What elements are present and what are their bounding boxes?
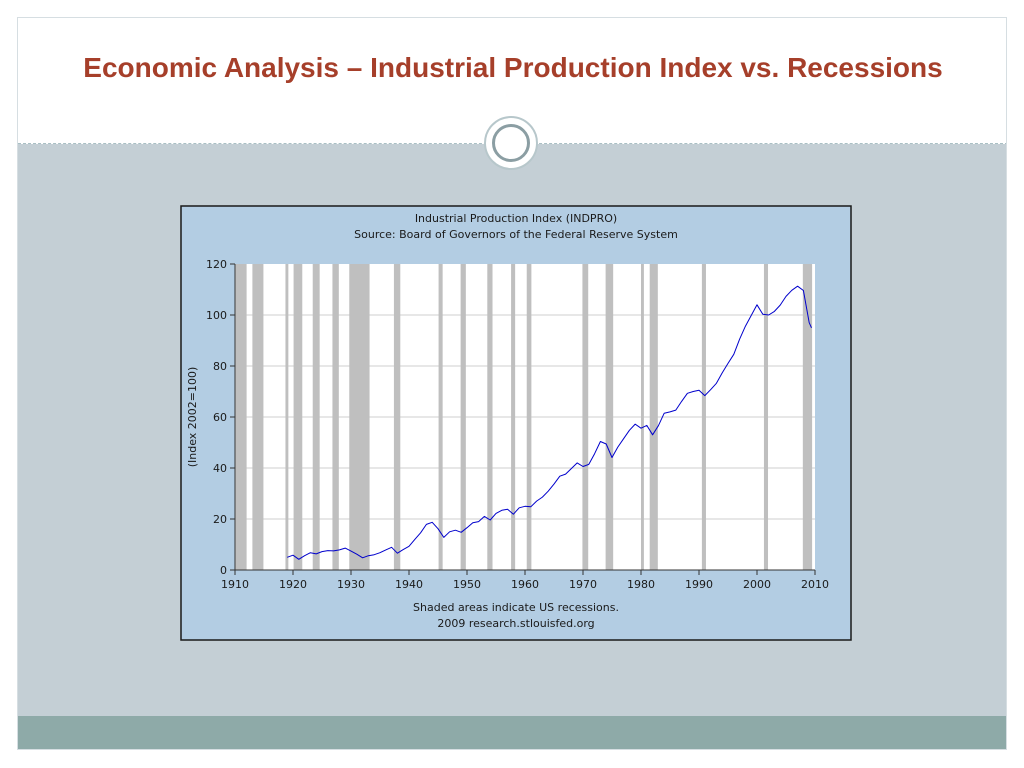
recession-band-0 [235, 264, 247, 570]
y-tick-label-0: 0 [220, 564, 227, 577]
y-tick-label-100: 100 [206, 309, 227, 322]
recession-band-11 [511, 264, 516, 570]
recession-band-3 [293, 264, 303, 570]
recession-band-19 [802, 264, 813, 570]
recession-band-18 [763, 264, 769, 570]
y-tick-label-80: 80 [213, 360, 227, 373]
x-tick-label-1930: 1930 [337, 578, 365, 591]
chart-title: Industrial Production Index (INDPRO) [415, 212, 617, 225]
y-axis-ticks: 0 20 40 60 80 100 120 [206, 258, 235, 577]
chart-note: Shaded areas indicate US recessions. [413, 601, 619, 614]
y-tick-label-60: 60 [213, 411, 227, 424]
x-tick-label-1980: 1980 [627, 578, 655, 591]
circle-ornament-inner [492, 124, 530, 162]
recession-band-7 [393, 264, 401, 570]
x-tick-label-1990: 1990 [685, 578, 713, 591]
y-tick-label-20: 20 [213, 513, 227, 526]
recession-band-6 [349, 264, 370, 570]
recession-band-8 [438, 264, 443, 570]
chart-credit: 2009 research.stlouisfed.org [437, 617, 594, 630]
footer-band [18, 716, 1006, 749]
circle-ornament-icon [484, 116, 538, 170]
chart-subtitle: Source: Board of Governors of the Federa… [354, 228, 678, 241]
recession-band-17 [701, 264, 706, 570]
recession-band-10 [487, 264, 493, 570]
recession-bands [235, 264, 813, 570]
x-tick-label-1960: 1960 [511, 578, 539, 591]
x-tick-label-2010: 2010 [801, 578, 829, 591]
x-tick-label-1970: 1970 [569, 578, 597, 591]
chart: Industrial Production Index (INDPRO) Sou… [180, 205, 852, 641]
recession-band-13 [582, 264, 589, 570]
recession-band-1 [252, 264, 264, 570]
recession-band-14 [605, 264, 614, 570]
y-axis-label: (Index 2002=100) [186, 367, 199, 468]
x-tick-label-1940: 1940 [395, 578, 423, 591]
y-tick-label-40: 40 [213, 462, 227, 475]
x-tick-label-1920: 1920 [279, 578, 307, 591]
x-axis-ticks: 1910 1920 1930 1940 1950 1960 1970 1980 1990 2000… [221, 570, 829, 591]
recession-band-12 [526, 264, 532, 570]
recession-band-9 [460, 264, 466, 570]
x-tick-label-2000: 2000 [743, 578, 771, 591]
gridlines [235, 314, 815, 520]
slide-title: Economic Analysis – Industrial Productio… [83, 52, 943, 83]
y-tick-label-120: 120 [206, 258, 227, 271]
x-tick-label-1910: 1910 [221, 578, 249, 591]
recession-band-5 [332, 264, 339, 570]
recession-band-15 [641, 264, 644, 570]
series-line-indpro [287, 285, 812, 560]
x-tick-label-1950: 1950 [453, 578, 481, 591]
recession-band-4 [312, 264, 320, 570]
recession-band-2 [285, 264, 289, 570]
recession-band-16 [649, 264, 658, 570]
